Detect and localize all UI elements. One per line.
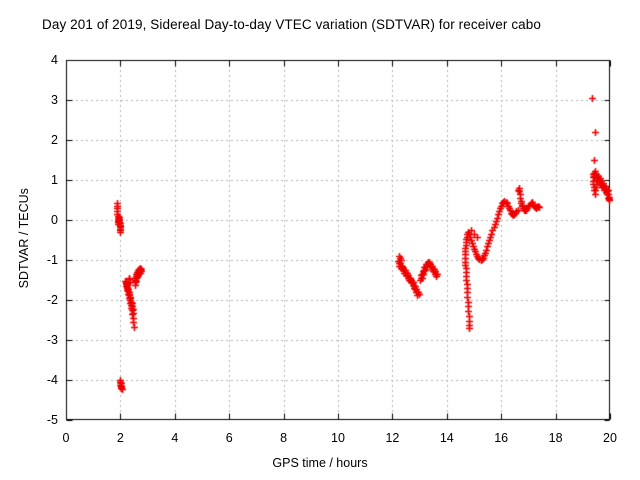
- x-tick-label: 4: [171, 431, 179, 445]
- y-tick-label: -1: [46, 253, 58, 267]
- x-tick-label: 12: [385, 431, 400, 445]
- x-tick-label: 8: [280, 431, 288, 445]
- y-tick-label: 4: [51, 53, 58, 67]
- y-tick-label: -3: [46, 333, 58, 347]
- x-tick-label: 2: [116, 431, 124, 445]
- x-tick-label: 10: [331, 431, 345, 445]
- y-tick-label: 2: [51, 133, 58, 147]
- y-tick-label: 0: [51, 213, 58, 227]
- chart-title: Day 201 of 2019, Sidereal Day-to-day VTE…: [42, 17, 542, 32]
- x-tick-label: 6: [225, 431, 233, 445]
- x-axis-label: GPS time / hours: [272, 456, 368, 470]
- y-tick-label: 1: [51, 173, 58, 187]
- x-tick-label: 14: [439, 431, 454, 445]
- y-tick-label: 3: [51, 93, 58, 107]
- x-tick-label: 18: [548, 431, 563, 445]
- y-tick-label: -5: [46, 413, 58, 427]
- x-tick-label: 16: [494, 431, 509, 445]
- y-tick-label: -4: [46, 373, 58, 387]
- y-tick-label: -2: [46, 293, 58, 307]
- x-tick-label: 20: [603, 431, 617, 445]
- x-tick-label: 0: [62, 431, 70, 445]
